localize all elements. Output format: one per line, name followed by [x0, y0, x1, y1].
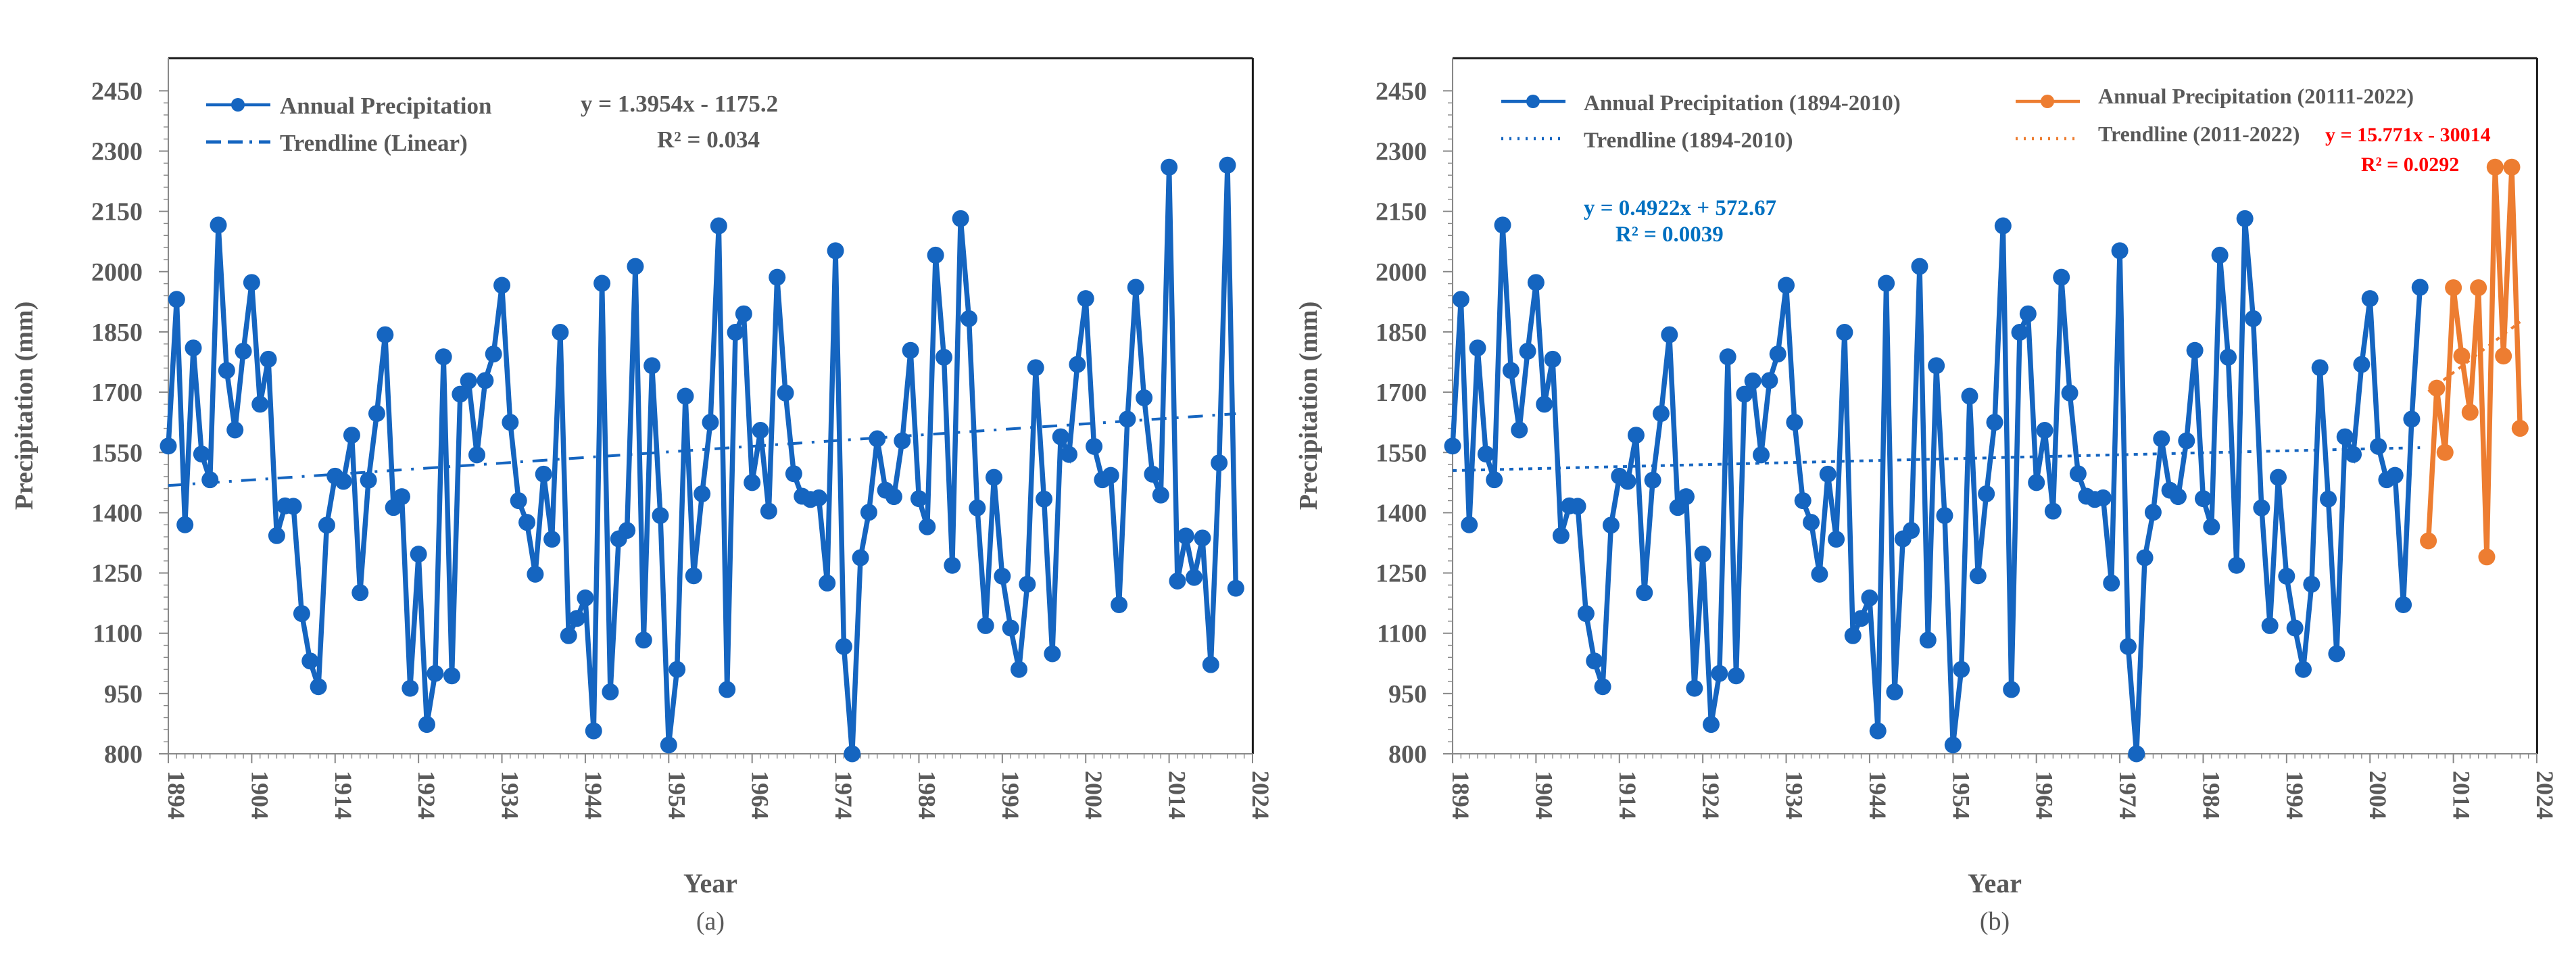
svg-text:1100: 1100 [93, 620, 143, 648]
svg-text:Precipitation (mm): Precipitation (mm) [1294, 302, 1323, 510]
svg-text:1250: 1250 [1376, 560, 1427, 588]
svg-text:2150: 2150 [91, 198, 143, 226]
svg-text:2300: 2300 [1376, 138, 1427, 166]
svg-text:(b): (b) [1980, 907, 2010, 936]
svg-text:1944: 1944 [580, 771, 607, 819]
svg-text:Annual Precipitation (1894-201: Annual Precipitation (1894-2010) [1584, 91, 1901, 116]
svg-text:2450: 2450 [91, 77, 143, 105]
svg-text:1100: 1100 [1377, 620, 1427, 648]
svg-text:2014: 2014 [2448, 771, 2475, 819]
svg-text:1934: 1934 [497, 771, 524, 819]
svg-text:Trendline (Linear): Trendline (Linear) [280, 130, 468, 156]
svg-text:950: 950 [1388, 680, 1427, 709]
svg-text:R² = 0.034: R² = 0.034 [657, 126, 760, 153]
svg-text:1550: 1550 [91, 439, 143, 467]
svg-text:1904: 1904 [246, 771, 273, 819]
svg-text:Annual Precipitation: Annual Precipitation [280, 93, 491, 119]
svg-text:950: 950 [104, 680, 143, 709]
svg-text:800: 800 [1388, 740, 1427, 769]
svg-text:2300: 2300 [91, 138, 143, 166]
svg-text:1934: 1934 [1781, 771, 1808, 819]
svg-text:1954: 1954 [1947, 771, 1974, 819]
svg-text:1894: 1894 [163, 771, 190, 819]
svg-text:1894: 1894 [1447, 771, 1474, 819]
svg-text:2024: 2024 [2531, 771, 2558, 819]
svg-text:2014: 2014 [1164, 771, 1191, 819]
svg-text:R² = 0.0292: R² = 0.0292 [2361, 153, 2459, 176]
svg-text:1924: 1924 [413, 771, 440, 819]
svg-text:1964: 1964 [2031, 771, 2058, 819]
svg-text:1700: 1700 [1376, 379, 1427, 407]
svg-text:2024: 2024 [1247, 771, 1274, 819]
svg-text:1250: 1250 [91, 560, 143, 588]
svg-text:1850: 1850 [91, 318, 143, 347]
svg-text:y = 0.4922x + 572.67: y = 0.4922x + 572.67 [1584, 196, 1776, 220]
svg-text:2450: 2450 [1376, 77, 1427, 105]
svg-text:y = 15.771x - 30014: y = 15.771x - 30014 [2325, 124, 2491, 146]
svg-text:2150: 2150 [1376, 198, 1427, 226]
svg-text:(a): (a) [696, 907, 725, 936]
svg-text:1400: 1400 [1376, 499, 1427, 527]
svg-text:1400: 1400 [91, 499, 143, 527]
svg-text:1994: 1994 [2281, 771, 2308, 819]
svg-text:1954: 1954 [663, 771, 690, 819]
svg-text:2000: 2000 [91, 258, 143, 287]
svg-text:1904: 1904 [1530, 771, 1557, 819]
svg-text:Trendline (2011-2022): Trendline (2011-2022) [2098, 122, 2300, 146]
svg-text:1994: 1994 [997, 771, 1024, 819]
svg-text:1914: 1914 [330, 771, 357, 819]
svg-text:1914: 1914 [1614, 771, 1641, 819]
svg-text:Annual Precipitation (20111-20: Annual Precipitation (20111-2022) [2098, 84, 2414, 108]
svg-text:1850: 1850 [1376, 318, 1427, 347]
svg-text:R² = 0.0039: R² = 0.0039 [1615, 222, 1724, 247]
svg-text:1974: 1974 [2114, 771, 2141, 819]
svg-text:Trendline (1894-2010): Trendline (1894-2010) [1584, 128, 1793, 153]
svg-text:800: 800 [104, 740, 143, 769]
svg-text:1974: 1974 [830, 771, 857, 819]
svg-text:1550: 1550 [1376, 439, 1427, 467]
svg-text:1984: 1984 [913, 771, 940, 819]
svg-text:1700: 1700 [91, 379, 143, 407]
svg-text:2004: 2004 [1080, 771, 1107, 819]
svg-text:1924: 1924 [1697, 771, 1724, 819]
svg-text:2000: 2000 [1376, 258, 1427, 287]
svg-text:1984: 1984 [2197, 771, 2225, 819]
svg-text:1964: 1964 [747, 771, 774, 819]
svg-text:2004: 2004 [2364, 771, 2391, 819]
svg-text:Precipitation (mm): Precipitation (mm) [10, 302, 39, 510]
svg-text:Year: Year [1968, 868, 2022, 898]
svg-text:1944: 1944 [1864, 771, 1891, 819]
svg-text:Year: Year [683, 868, 737, 898]
svg-text:y = 1.3954x - 1175.2: y = 1.3954x - 1175.2 [581, 91, 778, 117]
